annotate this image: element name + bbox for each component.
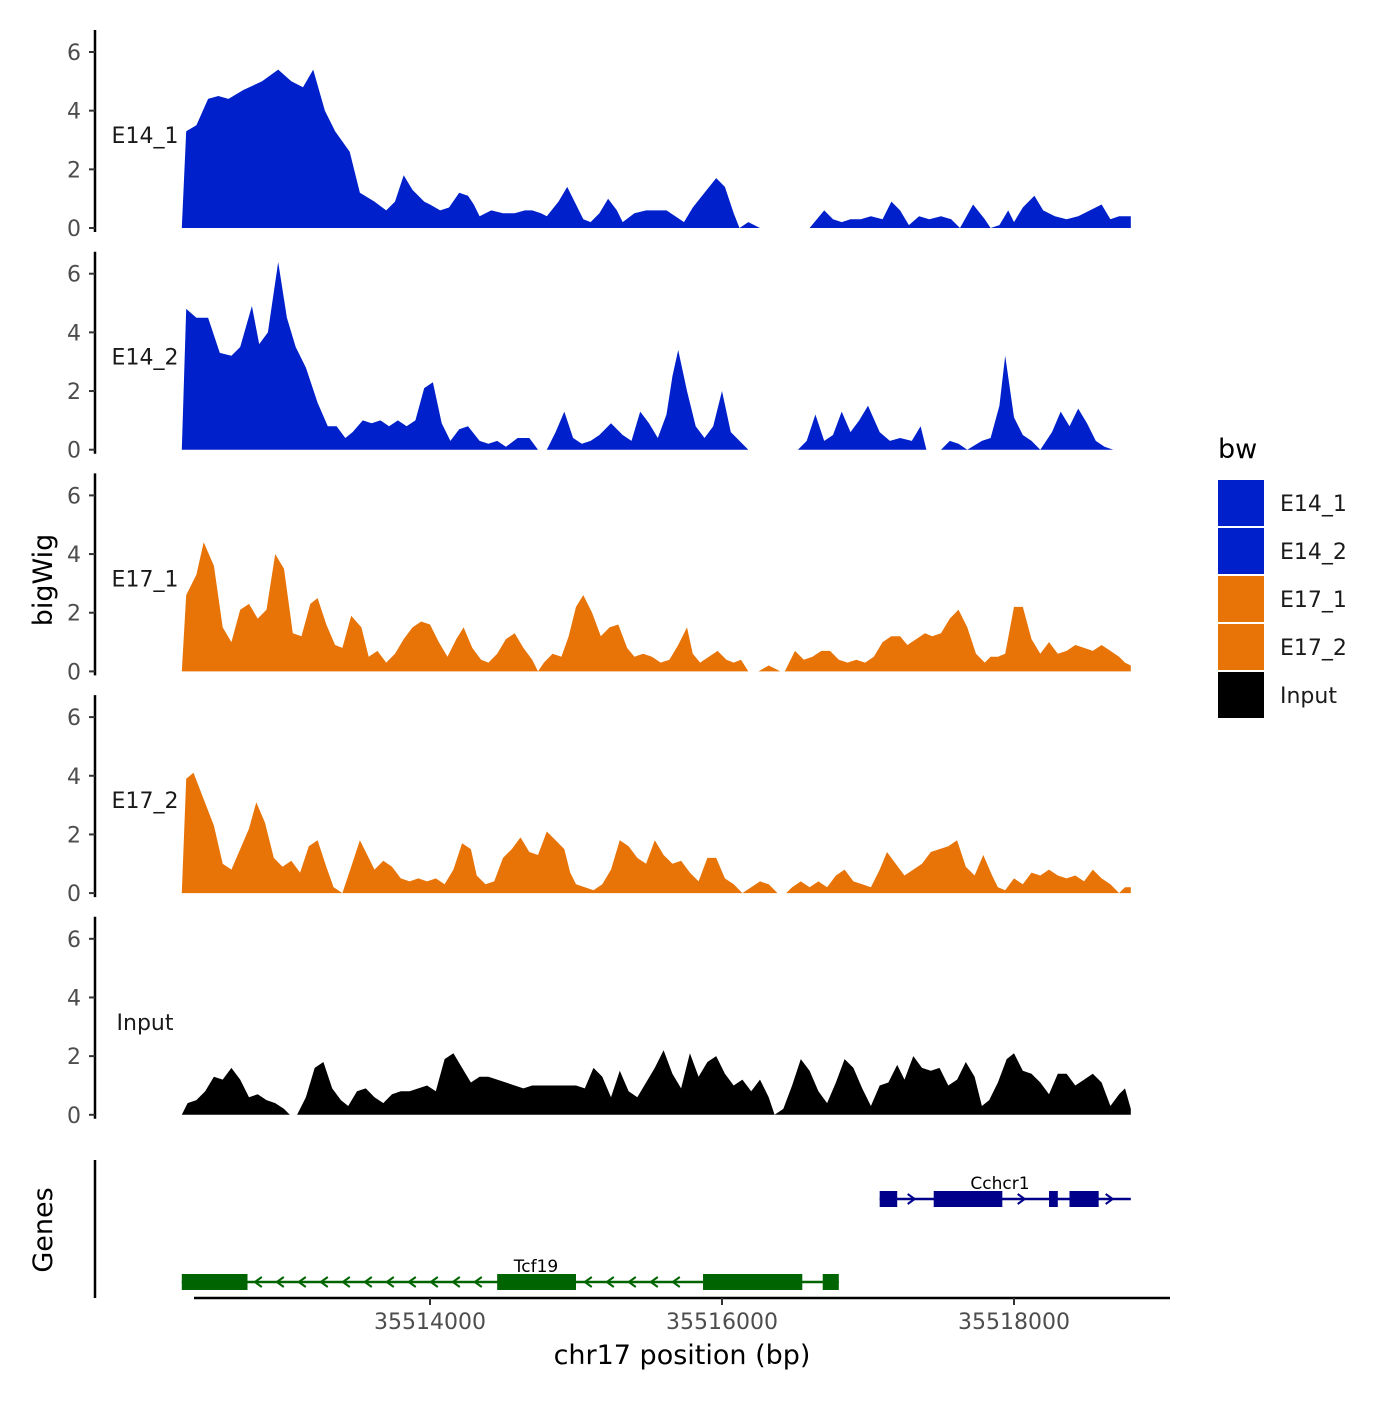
legend-title: bw [1218, 434, 1257, 465]
legend-label-E17_2: E17_2 [1280, 636, 1347, 661]
legend-swatch-E17_2 [1218, 624, 1264, 670]
strand-arrow [429, 1276, 439, 1288]
strand-arrow [363, 1276, 373, 1288]
strand-arrow [907, 1193, 917, 1205]
y-tick-label: 6 [67, 928, 81, 953]
area-E17_2 [181, 772, 1131, 894]
strand-arrow [341, 1276, 351, 1288]
exon-block [879, 1191, 898, 1207]
gene-Cchcr1: Cchcr1 [879, 1174, 1131, 1207]
coverage-tracks: 0 2 4 6 E14_1 0 2 4 6 E14_2 0 2 4 6 E17_1 0 2 4 6 E17_2 0 2 4 6… [67, 30, 1131, 1129]
legend-label-E14_1: E14_1 [1280, 492, 1347, 517]
track-E14_1: 0 2 4 6 E14_1 [67, 30, 1131, 242]
y-tick-label: 6 [67, 706, 81, 731]
area-Input [181, 1050, 1131, 1115]
legend-label-Input: Input [1280, 684, 1337, 709]
strand-arrow [605, 1276, 615, 1288]
y-tick-label: 2 [67, 602, 81, 627]
track-E17_1: 0 2 4 6 E17_1 [67, 473, 1131, 685]
gene-Tcf19: Tcf19 [181, 1257, 839, 1290]
y-tick-label: 0 [67, 439, 81, 464]
strand-arrow [253, 1276, 263, 1288]
strand-arrow [1105, 1193, 1115, 1205]
track-E14_2: 0 2 4 6 E14_2 [67, 251, 1114, 464]
strand-arrow [583, 1276, 593, 1288]
strand-arrow [451, 1276, 461, 1288]
y-tick-label: 6 [67, 484, 81, 509]
track-Input: 0 2 4 6 Input [67, 916, 1131, 1129]
track-E17_2: 0 2 4 6 E17_2 [67, 695, 1131, 907]
strand-arrow [649, 1276, 659, 1288]
y-tick-label: 0 [67, 1104, 81, 1129]
y-tick-label: 6 [67, 41, 81, 66]
strand-arrow [407, 1276, 417, 1288]
y-tick-label: 0 [67, 882, 81, 907]
strand-arrow [275, 1276, 285, 1288]
strand-arrow [319, 1276, 329, 1288]
gene-label-Cchcr1: Cchcr1 [970, 1174, 1029, 1194]
y-tick-label: 2 [67, 1045, 81, 1070]
exon-block [181, 1274, 248, 1290]
track-label-E17_1: E17_1 [112, 567, 179, 592]
gene-label-Tcf19: Tcf19 [513, 1257, 558, 1277]
exon-block [1049, 1191, 1058, 1207]
y-tick-label: 4 [67, 100, 81, 125]
y-tick-label: 4 [67, 986, 81, 1011]
area-E17_1 [181, 542, 1131, 672]
y-tick-label: 2 [67, 158, 81, 183]
y-tick-label: 4 [67, 765, 81, 790]
strand-arrow [1017, 1193, 1027, 1205]
track-label-E14_1: E14_1 [112, 124, 179, 149]
exon-block [933, 1191, 1003, 1207]
strand-arrow [627, 1276, 637, 1288]
strand-arrow [297, 1276, 307, 1288]
y-tick-label: 6 [67, 263, 81, 288]
y-tick-label: 2 [67, 380, 81, 405]
exon-block [1069, 1191, 1099, 1207]
strand-arrow [473, 1276, 483, 1288]
x-tick-label: 35514000 [374, 1310, 486, 1335]
x-tick-label: 35518000 [958, 1310, 1070, 1335]
strand-arrow [385, 1276, 395, 1288]
legend-label-E17_1: E17_1 [1280, 588, 1347, 613]
legend-swatch-E14_1 [1218, 480, 1264, 526]
x-axis: 35514000 35516000 35518000 [194, 1296, 1170, 1335]
y-tick-label: 2 [67, 823, 81, 848]
track-label-E17_2: E17_2 [112, 789, 179, 814]
legend-label-E14_2: E14_2 [1280, 540, 1347, 565]
y-tick-label: 4 [67, 543, 81, 568]
x-axis-title: chr17 position (bp) [554, 1340, 811, 1371]
area-E14_2 [181, 262, 1114, 450]
track-label-Input: Input [117, 1011, 174, 1036]
legend-swatch-Input [1218, 672, 1264, 718]
x-tick-label: 35516000 [666, 1310, 778, 1335]
strand-arrow [671, 1276, 681, 1288]
legend-swatch-E17_1 [1218, 576, 1264, 622]
y-tick-label: 0 [67, 660, 81, 685]
y-tick-label: 4 [67, 321, 81, 346]
area-E14_1 [181, 69, 1131, 228]
track-label-E14_2: E14_2 [112, 346, 179, 371]
legend: bw E14_1 E14_2 E17_1 E17_2 Input [1218, 434, 1347, 718]
exon-block [822, 1274, 839, 1290]
y-axis-title: bigWig [28, 534, 59, 627]
exon-block [703, 1274, 803, 1290]
legend-swatch-E14_2 [1218, 528, 1264, 574]
exon-block [497, 1274, 576, 1290]
gene-track: Tcf19 Cchcr1 [93, 1160, 1131, 1298]
y-tick-label: 0 [67, 217, 81, 242]
gene-track-title: Genes [28, 1187, 59, 1272]
